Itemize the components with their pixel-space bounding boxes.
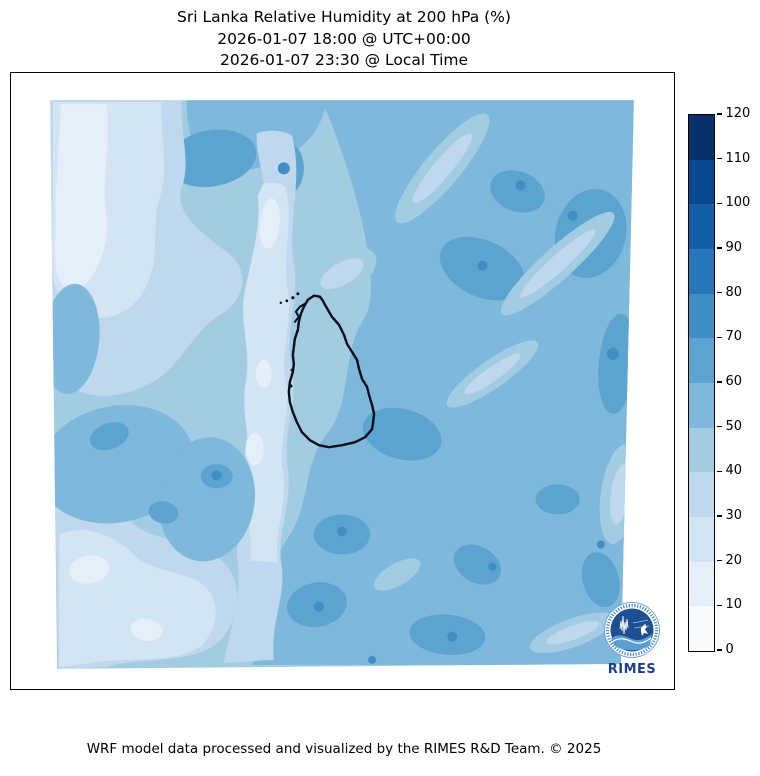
colorbar-tick-label: 110 [725, 150, 751, 166]
chart-title-line1: Sri Lanka Relative Humidity at 200 hPa (… [177, 8, 511, 26]
rimes-logo-icon [604, 602, 660, 658]
colorbar-segment-50-60 [689, 383, 714, 428]
colorbar-segment-100-110 [689, 159, 714, 205]
colorbar-tick-label: 80 [725, 284, 743, 300]
chart-title-line2: 2026-01-07 18:00 @ UTC+00:00 [217, 29, 471, 48]
colorbar-segment-70-80 [689, 293, 714, 339]
colorbar [688, 114, 715, 652]
colorbar-tick-label: 60 [725, 374, 743, 389]
rimes-logo-label: RIMES [607, 662, 657, 677]
chart-title-block: Sri Lanka Relative Humidity at 200 hPa (… [0, 7, 688, 72]
colorbar-segment-110-120 [689, 115, 714, 160]
colorbar-tick-mark [716, 291, 722, 294]
colorbar-tick-mark [716, 113, 722, 115]
colorbar-segment-60-70 [689, 338, 714, 384]
colorbar-tick-mark [716, 381, 722, 383]
colorbar-tick-mark [716, 649, 722, 651]
colorbar-tick-label: 100 [725, 195, 751, 211]
colorbar-segment-10-20 [689, 561, 714, 607]
colorbar-segments [689, 115, 714, 652]
colorbar-tick-mark [716, 559, 722, 562]
map-axes: RIMES [10, 72, 675, 690]
colorbar-tick-label: 40 [725, 463, 743, 479]
colorbar-tick-mark [716, 425, 722, 428]
colorbar-tick-mark [716, 202, 722, 205]
colorbar-segment-30-40 [689, 472, 714, 518]
humidity-field [50, 100, 634, 669]
colorbar-ticks: 0 10 20 30 40 50 60 70 80 90 100 110 120 [716, 106, 759, 657]
colorbar-segment-40-50 [689, 427, 714, 473]
colorbar-tick-label: 10 [725, 597, 743, 613]
colorbar-segment-80-90 [689, 249, 714, 294]
colorbar-tick-mark [716, 247, 722, 249]
coastal-islets [279, 292, 300, 388]
colorbar-tick-mark [716, 470, 722, 473]
colorbar-tick-mark [716, 157, 722, 160]
colorbar-tick-mark [716, 604, 722, 607]
colorbar-tick-label: 50 [725, 418, 743, 434]
sri-lanka-coastline [279, 292, 376, 449]
colorbar-tick-label: 30 [725, 508, 743, 523]
colorbar-tick-label: 90 [725, 240, 743, 255]
colorbar-segment-90-100 [689, 204, 714, 250]
colorbar-tick-label: 120 [725, 106, 751, 121]
colorbar-segment-0-10 [689, 606, 714, 652]
humidity-contour-map [50, 100, 634, 669]
footer-credit: WRF model data processed and visualized … [86, 741, 602, 757]
colorbar-tick-mark [716, 336, 722, 339]
chart-title-line3: 2026-01-07 23:30 @ Local Time [219, 51, 469, 69]
colorbar-tick-mark [716, 515, 722, 517]
colorbar-tick-label: 20 [725, 552, 743, 568]
rimes-logo: RIMES [596, 601, 668, 677]
colorbar-segment-20-30 [689, 517, 714, 562]
colorbar-tick-label: 0 [725, 642, 734, 657]
colorbar-tick-label: 70 [725, 329, 743, 345]
